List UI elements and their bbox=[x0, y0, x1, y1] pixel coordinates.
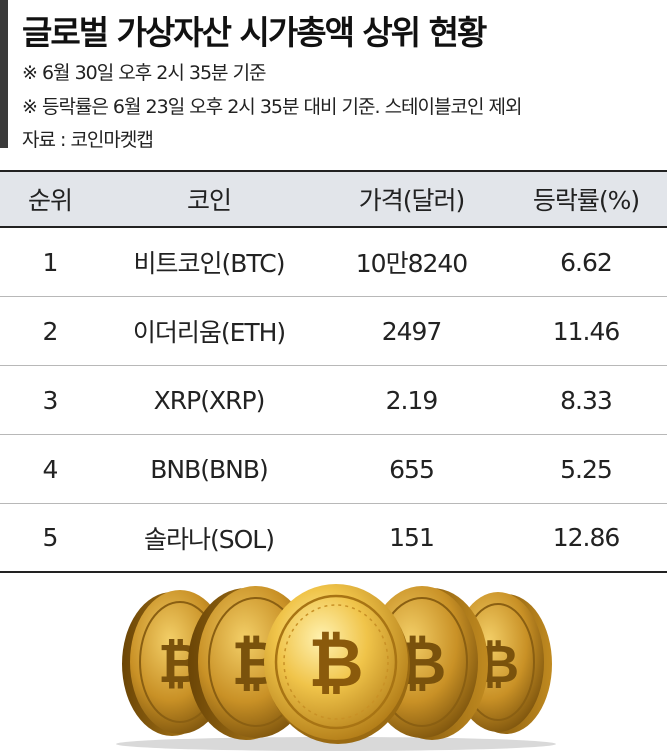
column-header-change: 등락률(%) bbox=[532, 186, 640, 215]
coin-cell: 비트코인(BTC) bbox=[133, 249, 286, 278]
price-cell: 2497 bbox=[381, 316, 443, 346]
reference-time-note: ※ 6월 30일 오후 2시 35분 기준 bbox=[22, 62, 267, 84]
coin-cell: XRP(XRP) bbox=[153, 385, 266, 415]
column-header-rank: 순위 bbox=[27, 186, 73, 215]
rank-cell: 1 bbox=[42, 247, 59, 277]
column-header-price: 가격(달러) bbox=[358, 186, 466, 215]
price-cell: 151 bbox=[389, 523, 435, 552]
bitcoin-coins-icon: ₿ ₿ ₿ ₿ ₿ bbox=[116, 584, 556, 751]
price-cell: 2.19 bbox=[385, 385, 439, 415]
coin-cell: 솔라나(SOL) bbox=[144, 524, 275, 554]
coin-cell: 이더리움(ETH) bbox=[132, 318, 286, 347]
coin-cell: BNB(BNB) bbox=[150, 454, 269, 484]
coin-center: ₿ bbox=[264, 584, 410, 744]
table-row: 2 이더리움(ETH) 2497 11.46 bbox=[0, 297, 667, 366]
svg-text:₿: ₿ bbox=[308, 624, 363, 703]
rank-cell: 3 bbox=[42, 385, 59, 415]
change-cell: 6.62 bbox=[560, 247, 613, 277]
infographic-title: 글로벌 가상자산 시가총액 상위 현황 bbox=[22, 13, 487, 52]
source-note: 자료 : 코인마켓캡 bbox=[22, 129, 154, 151]
table-row: 1 비트코인(BTC) 10만8240 6.62 bbox=[0, 228, 667, 297]
infographic-header: 글로벌 가상자산 시가총액 상위 현황 ※ 6월 30일 오후 2시 35분 기… bbox=[0, 0, 667, 170]
change-basis-note: ※ 등락률은 6월 23일 오후 2시 35분 대비 기준. 스테이블코인 제외 bbox=[22, 96, 522, 118]
table-row: 4 BNB(BNB) 655 5.25 bbox=[0, 435, 667, 504]
table-header-row: 순위 코인 가격(달러) 등락률(%) bbox=[0, 170, 667, 228]
column-header-coin: 코인 bbox=[186, 186, 232, 215]
change-cell: 5.25 bbox=[560, 454, 613, 484]
bitcoin-coins-illustration: ₿ ₿ ₿ ₿ ₿ bbox=[0, 578, 667, 752]
rank-cell: 4 bbox=[42, 454, 59, 484]
change-cell: 8.33 bbox=[560, 385, 613, 415]
price-cell: 10만8240 bbox=[355, 249, 468, 278]
price-cell: 655 bbox=[389, 454, 435, 484]
change-cell: 11.46 bbox=[552, 316, 621, 346]
table-row: 5 솔라나(SOL) 151 12.86 bbox=[0, 504, 667, 573]
market-cap-table: 순위 코인 가격(달러) 등락률(%) 1 비트코인(BTC) 10만8240 … bbox=[0, 170, 667, 573]
rank-cell: 5 bbox=[42, 523, 59, 552]
accent-bar bbox=[0, 0, 8, 148]
change-cell: 12.86 bbox=[552, 523, 621, 552]
table-row: 3 XRP(XRP) 2.19 8.33 bbox=[0, 366, 667, 435]
rank-cell: 2 bbox=[42, 316, 59, 346]
